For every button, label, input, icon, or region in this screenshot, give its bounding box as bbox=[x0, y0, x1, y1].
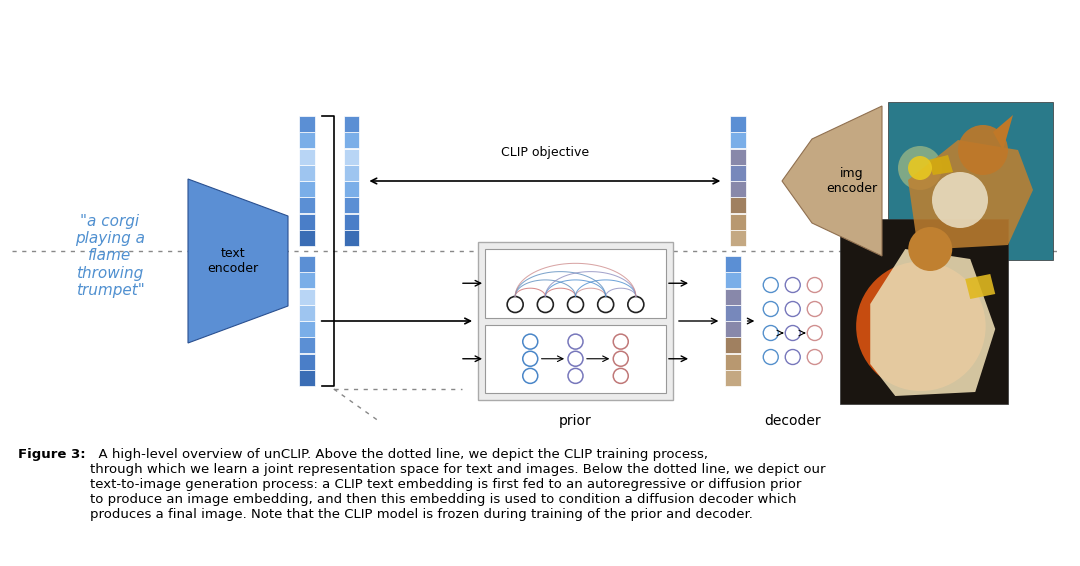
Bar bbox=[299, 256, 314, 272]
Circle shape bbox=[908, 156, 932, 180]
Polygon shape bbox=[870, 249, 996, 396]
Bar bbox=[726, 289, 741, 305]
Bar bbox=[299, 197, 314, 213]
Bar bbox=[726, 272, 741, 289]
Bar bbox=[485, 324, 666, 393]
Bar bbox=[726, 321, 741, 337]
Polygon shape bbox=[782, 106, 882, 256]
Bar bbox=[345, 148, 360, 165]
Circle shape bbox=[932, 172, 988, 228]
Text: text
encoder: text encoder bbox=[207, 247, 258, 275]
Bar bbox=[730, 132, 746, 148]
Bar bbox=[299, 213, 314, 230]
Bar bbox=[299, 272, 314, 289]
Bar bbox=[345, 181, 360, 197]
Bar bbox=[299, 230, 314, 246]
Bar bbox=[345, 197, 360, 213]
Bar bbox=[299, 305, 314, 321]
Text: Figure 3:: Figure 3: bbox=[18, 448, 85, 461]
Text: CLIP objective: CLIP objective bbox=[501, 146, 589, 159]
Polygon shape bbox=[188, 179, 288, 343]
Bar bbox=[730, 230, 746, 246]
Bar bbox=[345, 116, 360, 132]
Circle shape bbox=[897, 146, 942, 190]
Circle shape bbox=[856, 261, 986, 391]
Text: "a corgi
playing a
flame
throwing
trumpet": "a corgi playing a flame throwing trumpe… bbox=[75, 214, 145, 298]
Polygon shape bbox=[993, 115, 1013, 150]
Text: prior: prior bbox=[559, 414, 592, 428]
Bar bbox=[299, 132, 314, 148]
Text: A high-level overview of unCLIP. Above the dotted line, we depict the CLIP train: A high-level overview of unCLIP. Above t… bbox=[90, 448, 825, 521]
Bar bbox=[730, 148, 746, 165]
Circle shape bbox=[958, 125, 1008, 175]
Bar bbox=[299, 181, 314, 197]
Polygon shape bbox=[928, 155, 953, 175]
Bar bbox=[345, 213, 360, 230]
Bar bbox=[299, 148, 314, 165]
Bar bbox=[726, 354, 741, 370]
Text: decoder: decoder bbox=[765, 414, 821, 428]
Bar bbox=[726, 305, 741, 321]
Bar bbox=[299, 370, 314, 386]
Bar bbox=[730, 213, 746, 230]
Bar bbox=[730, 197, 746, 213]
Bar bbox=[299, 321, 314, 337]
Polygon shape bbox=[966, 274, 996, 299]
Text: img
encoder: img encoder bbox=[826, 167, 878, 195]
Bar bbox=[726, 370, 741, 386]
Bar bbox=[299, 165, 314, 181]
Bar bbox=[730, 116, 746, 132]
Bar bbox=[730, 165, 746, 181]
Bar bbox=[299, 354, 314, 370]
Polygon shape bbox=[908, 140, 1032, 250]
Bar bbox=[299, 337, 314, 354]
Bar bbox=[726, 256, 741, 272]
Bar bbox=[345, 230, 360, 246]
Bar bbox=[840, 219, 1009, 404]
Bar bbox=[299, 289, 314, 305]
Bar bbox=[485, 249, 666, 318]
Bar bbox=[345, 132, 360, 148]
Bar bbox=[888, 102, 1053, 260]
Bar bbox=[345, 165, 360, 181]
Bar bbox=[478, 242, 673, 400]
Bar bbox=[299, 116, 314, 132]
Bar bbox=[726, 337, 741, 354]
Bar bbox=[730, 181, 746, 197]
Circle shape bbox=[908, 227, 953, 271]
